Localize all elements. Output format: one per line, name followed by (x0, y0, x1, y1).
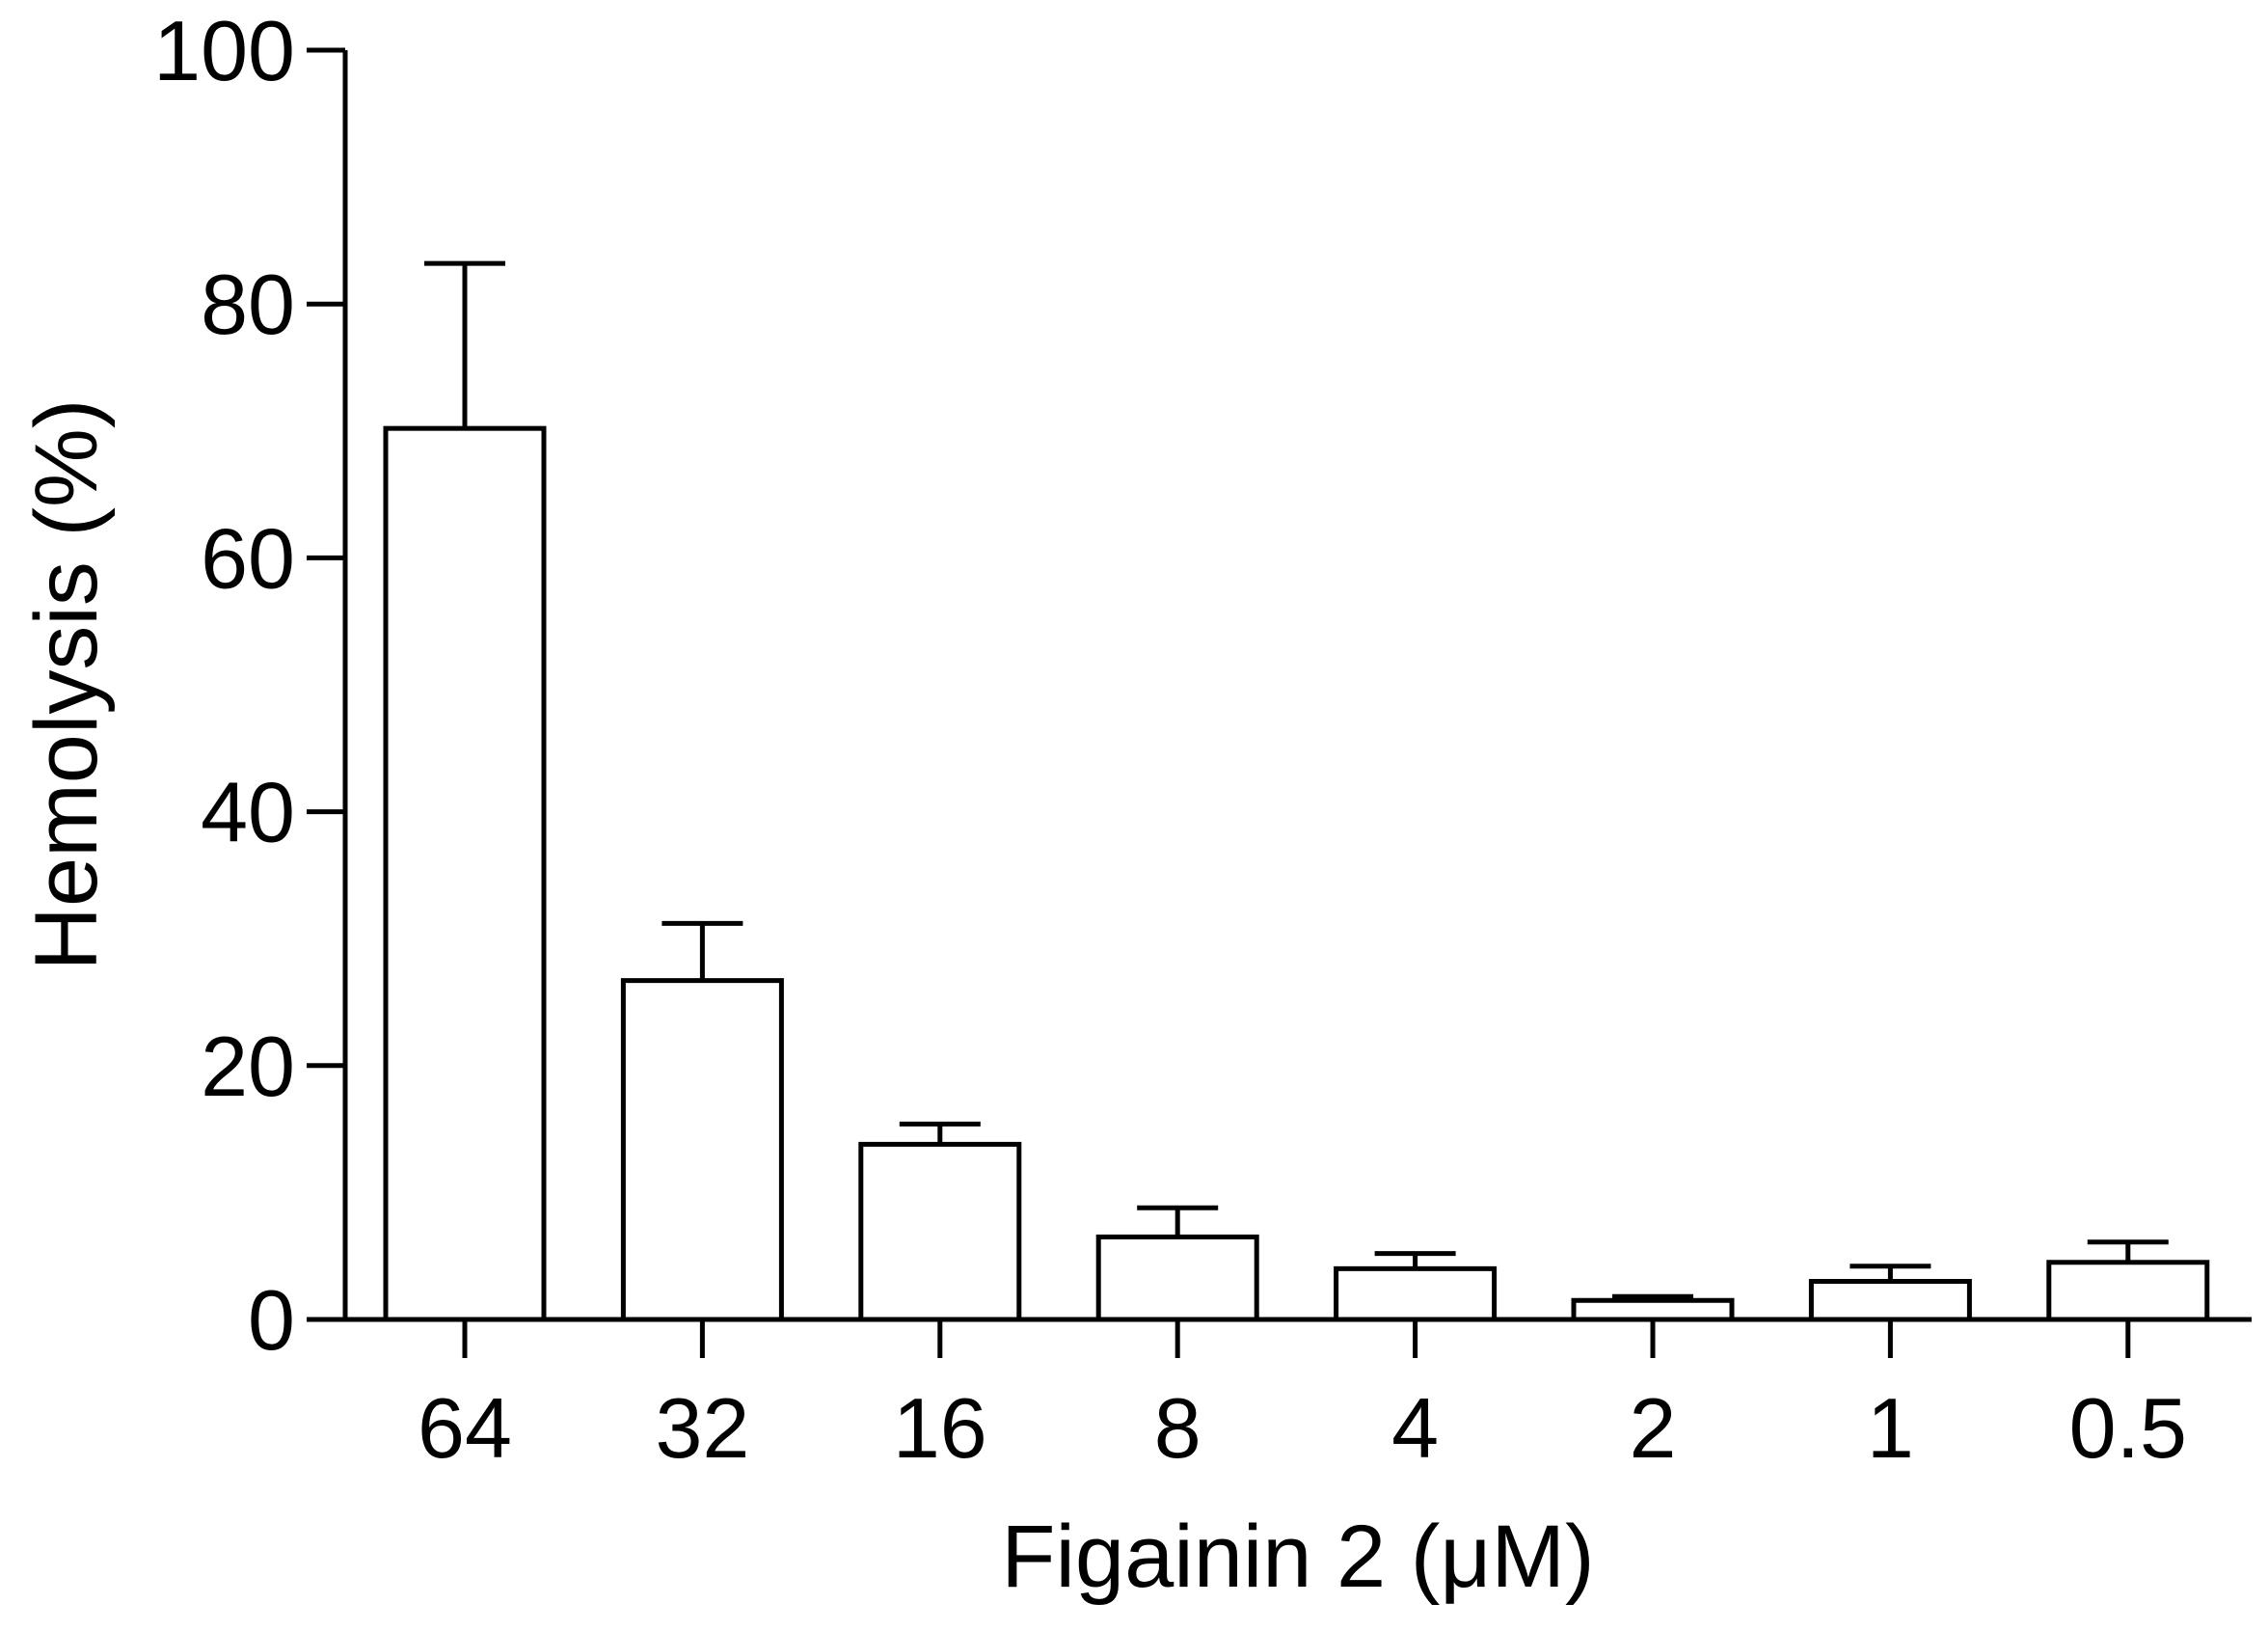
x-tick-label: 1 (1867, 1380, 1914, 1476)
bars-layer (383, 425, 2210, 1322)
x-tick-label: 0.5 (2069, 1380, 2187, 1476)
bar-16 (858, 1141, 1022, 1322)
bar-64 (383, 425, 547, 1322)
y-tick-label: 40 (201, 765, 295, 860)
y-tick-label: 60 (201, 510, 295, 606)
y-tick-label: 20 (201, 1019, 295, 1114)
x-tick-label: 32 (655, 1380, 749, 1476)
y-ticks-layer: 0 20 40 60 80 100 (153, 3, 345, 1368)
x-axis-title: Figainin 2 (μM) (1001, 1508, 1594, 1606)
y-axis-title: Hemolysis (%) (17, 399, 116, 971)
x-tick-label: 64 (418, 1380, 512, 1476)
bar-0-5 (2046, 1260, 2210, 1322)
bar-8 (1095, 1234, 1259, 1322)
bar-4 (1334, 1265, 1498, 1322)
axes-layer (307, 50, 2252, 1322)
bar-1 (1808, 1279, 1972, 1322)
y-tick-label: 80 (201, 257, 295, 352)
x-tick-label: 2 (1630, 1380, 1677, 1476)
x-ticks-layer: 64 32 16 8 4 2 1 0.5 (418, 1319, 2187, 1476)
x-tick-label: 16 (893, 1380, 987, 1476)
x-tick-label: 8 (1154, 1380, 1202, 1476)
bar-2 (1571, 1297, 1735, 1322)
error-bars-layer (424, 260, 2169, 1301)
bar-32 (620, 978, 784, 1322)
x-tick-label: 4 (1391, 1380, 1439, 1476)
y-tick-label: 0 (248, 1272, 295, 1368)
y-tick-label: 100 (153, 3, 295, 98)
